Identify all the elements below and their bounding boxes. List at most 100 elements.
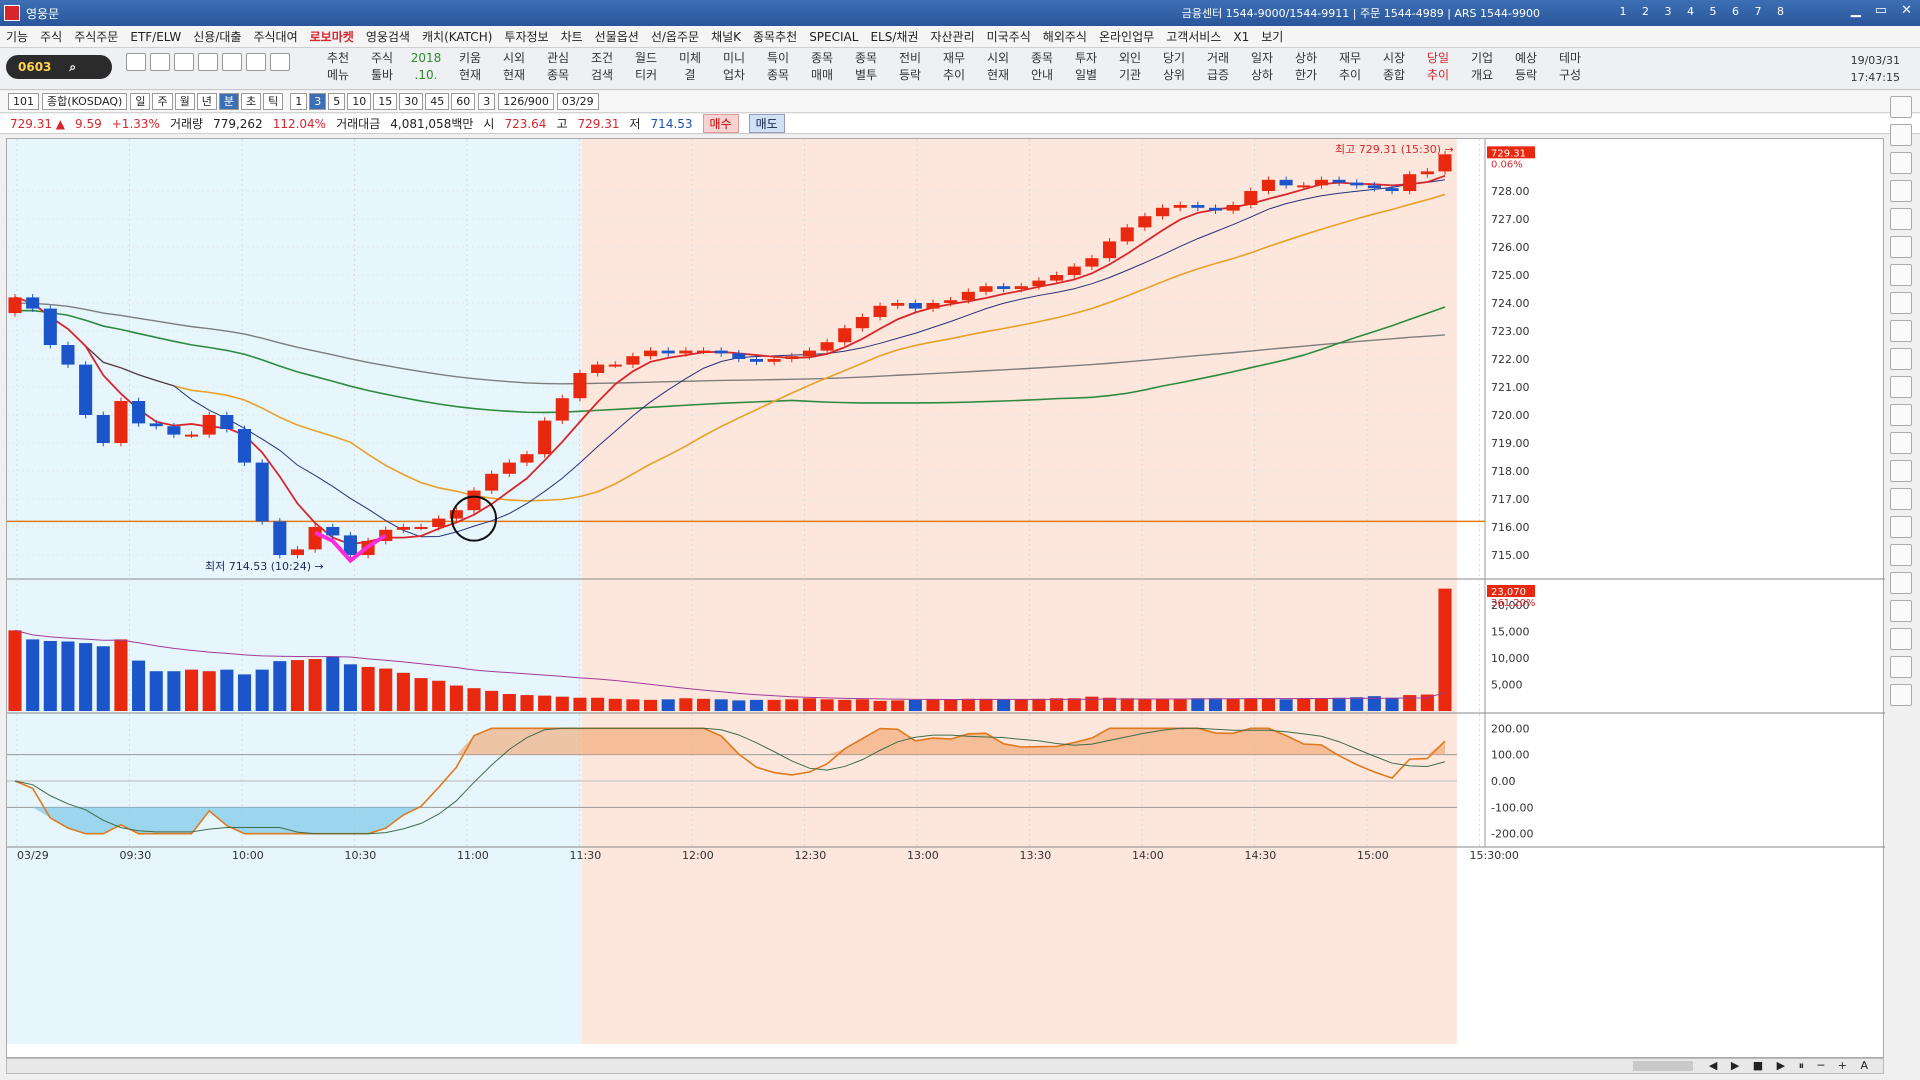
quick-menu-item-3[interactable]: 키움 현재 (458, 51, 482, 82)
chart-area[interactable]: 03/29 09:30 10:00 10:30 11:00 11:30 12:00 12:30… (6, 138, 1885, 1059)
quick-menu-item-1[interactable]: 주식 툴바 (370, 51, 394, 82)
chart-tool-icon-17[interactable] (1890, 572, 1912, 594)
chart-tool-icon-11[interactable] (1890, 404, 1912, 426)
date-input[interactable]: 03/29 (556, 93, 599, 110)
menu-item-13[interactable]: 채널K (711, 30, 742, 44)
chart-scrollbar[interactable]: ◀ ▶ ■ ▶ ⏸ ─ + A (6, 1058, 1884, 1074)
chart-tool-icon-1[interactable] (1890, 124, 1912, 146)
quick-menu-item-7[interactable]: 월드 티커 (634, 51, 658, 82)
period-button-3[interactable]: 년 (196, 93, 217, 110)
menu-item-11[interactable]: 선물옵션 (594, 30, 639, 44)
pencil-icon[interactable] (150, 53, 170, 71)
count-input[interactable]: 3 (478, 93, 496, 110)
monitor-icon[interactable] (246, 53, 266, 71)
menu-item-1[interactable]: 주식 (40, 30, 63, 44)
menu-item-8[interactable]: 캐치(KATCH) (421, 30, 493, 44)
code-input[interactable]: 101 (8, 93, 39, 110)
chart-tool-icon-12[interactable] (1890, 432, 1912, 454)
sell-button[interactable]: 매도 (748, 114, 785, 133)
quick-menu-item-14[interactable]: 재무 추이 (942, 51, 966, 82)
notepad-icon[interactable] (126, 53, 146, 71)
quick-menu-item-18[interactable]: 외인 기관 (1118, 51, 1142, 82)
menu-item-21[interactable]: 고객서비스 (1166, 30, 1222, 44)
chart-tool-icon-14[interactable] (1890, 488, 1912, 510)
chart-tool-icon-7[interactable] (1890, 292, 1912, 314)
chart-tool-icon-13[interactable] (1890, 460, 1912, 482)
quick-menu-item-10[interactable]: 특이 종목 (766, 51, 790, 82)
camera-icon[interactable] (198, 53, 218, 71)
scroll-controls[interactable]: ◀ ▶ ■ ▶ ⏸ ─ + A (1708, 1059, 1873, 1072)
close-icon[interactable]: ✕ (1901, 3, 1912, 18)
chart-tool-icon-6[interactable] (1890, 264, 1912, 286)
interval-button-0[interactable]: 1 (290, 93, 308, 110)
menu-item-7[interactable]: 영웅검색 (365, 30, 410, 44)
menu-item-0[interactable]: 기능 (6, 30, 29, 44)
quick-menu-item-11[interactable]: 종목 매매 (810, 51, 834, 82)
interval-button-7[interactable]: 60 (451, 93, 476, 110)
quick-menu-item-27[interactable]: 예상 등락 (1514, 51, 1538, 82)
interval-button-5[interactable]: 30 (399, 93, 424, 110)
quick-menu-item-28[interactable]: 테마 구성 (1558, 51, 1582, 82)
menu-item-23[interactable]: 보기 (1261, 30, 1284, 44)
gear-icon[interactable] (270, 53, 290, 71)
quick-menu-item-5[interactable]: 관심 종목 (546, 51, 570, 82)
menu-item-10[interactable]: 차트 (560, 30, 583, 44)
interval-button-3[interactable]: 10 (347, 93, 372, 110)
quick-menu-item-20[interactable]: 거래 급증 (1206, 51, 1230, 82)
menu-item-19[interactable]: 해외주식 (1042, 30, 1087, 44)
interval-button-1[interactable]: 3 (309, 93, 327, 110)
quick-menu-item-13[interactable]: 전비 등락 (898, 51, 922, 82)
quick-menu-item-25[interactable]: 당일 추이 (1426, 51, 1450, 82)
quick-menu-item-23[interactable]: 재무 추이 (1338, 51, 1362, 82)
scroll-thumb[interactable] (1633, 1061, 1693, 1071)
quick-menu-item-24[interactable]: 시장 종합 (1382, 51, 1406, 82)
chart-tool-icon-8[interactable] (1890, 320, 1912, 342)
chart-tool-icon-10[interactable] (1890, 376, 1912, 398)
chart-tool-icon-18[interactable] (1890, 600, 1912, 622)
period-button-1[interactable]: 주 (152, 93, 173, 110)
menu-item-22[interactable]: X1 (1233, 29, 1250, 44)
chart-tool-icon-9[interactable] (1890, 348, 1912, 370)
search-icon[interactable]: ⌕ (69, 59, 77, 74)
chart-tool-icon-21[interactable] (1890, 684, 1912, 706)
market-select[interactable]: 종합(KOSDAQ) (42, 93, 128, 110)
chart-tool-icon-5[interactable] (1890, 236, 1912, 258)
quick-menu-item-4[interactable]: 시외 현재 (502, 51, 526, 82)
buy-button[interactable]: 매수 (702, 114, 739, 133)
quick-menu-item-8[interactable]: 미체 결 (678, 51, 702, 82)
menu-item-17[interactable]: 자산관리 (930, 30, 975, 44)
menu-item-15[interactable]: SPECIAL (809, 29, 859, 44)
dropdown-icon[interactable] (222, 53, 242, 71)
quick-menu-item-26[interactable]: 기업 개요 (1470, 51, 1494, 82)
maximize-icon[interactable]: ▭ (1874, 3, 1888, 18)
chart-tool-icon-16[interactable] (1890, 544, 1912, 566)
chart-tool-icon-3[interactable] (1890, 180, 1912, 202)
quick-menu-item-15[interactable]: 시외 현재 (986, 51, 1010, 82)
interval-button-2[interactable]: 5 (328, 93, 346, 110)
minimize-icon[interactable]: ▁ (1850, 3, 1861, 18)
menu-item-6[interactable]: 로보마켓 (309, 30, 354, 44)
period-button-0[interactable]: 일 (130, 93, 151, 110)
lock-icon[interactable] (174, 53, 194, 71)
menu-item-5[interactable]: 주식대여 (253, 30, 298, 44)
period-button-4[interactable]: 분 (218, 93, 239, 110)
menu-item-14[interactable]: 종목추천 (753, 30, 798, 44)
quick-menu-item-0[interactable]: 추천 메뉴 (326, 51, 350, 82)
quick-menu-item-2[interactable]: 2018.10. (410, 51, 442, 82)
menu-item-16[interactable]: ELS/채권 (870, 30, 919, 44)
screen-code-input[interactable]: 0603 ⌕ (6, 55, 112, 79)
quick-menu-item-22[interactable]: 상하 한가 (1294, 51, 1318, 82)
screen-number-tabs[interactable]: 1 2 3 4 5 6 7 8 (1619, 5, 1790, 18)
menu-item-2[interactable]: 주식주문 (74, 30, 119, 44)
interval-button-4[interactable]: 15 (373, 93, 398, 110)
quick-menu-item-16[interactable]: 종목 안내 (1030, 51, 1054, 82)
interval-button-6[interactable]: 45 (425, 93, 450, 110)
period-button-5[interactable]: 초 (240, 93, 262, 110)
quick-menu-item-17[interactable]: 투자 일별 (1074, 51, 1098, 82)
menu-item-4[interactable]: 신용/대출 (193, 30, 242, 44)
quick-menu-item-12[interactable]: 종목 별투 (854, 51, 878, 82)
quick-menu-item-9[interactable]: 미니 업차 (722, 51, 746, 82)
chart-canvas[interactable]: 03/29 09:30 10:00 10:30 11:00 11:30 12:00 12:30… (7, 139, 1885, 1059)
menu-item-12[interactable]: 선/옵주문 (650, 30, 700, 44)
menu-item-9[interactable]: 투자정보 (504, 30, 549, 44)
